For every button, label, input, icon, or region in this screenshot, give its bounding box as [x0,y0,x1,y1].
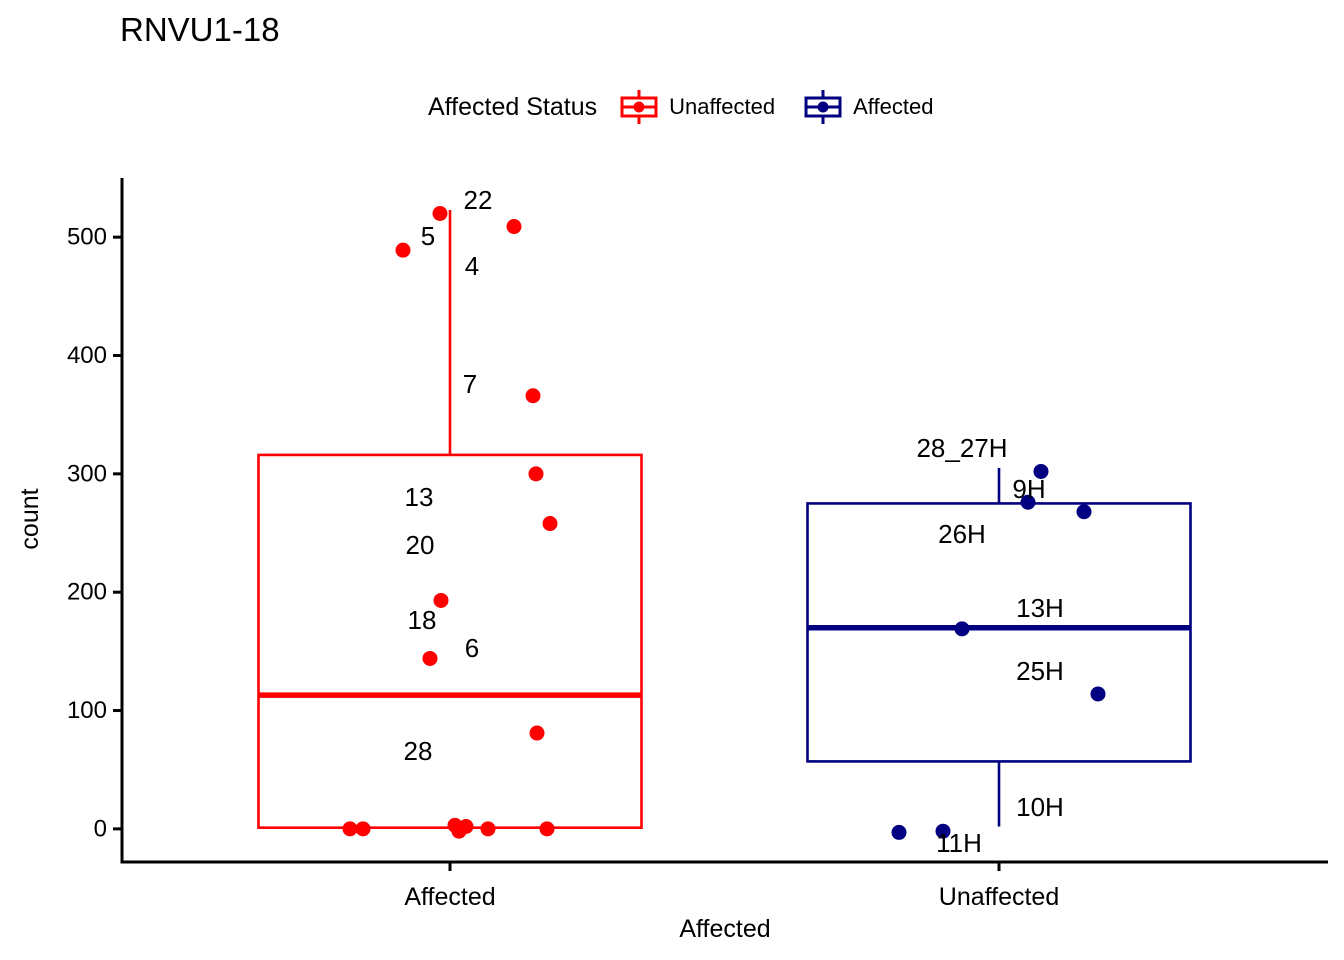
point-label: 13 [405,482,434,512]
point-label: 20 [406,530,435,560]
y-tick-label: 400 [67,342,107,369]
chart-title: RNVU1-18 [120,11,280,48]
point-label: 13H [1016,593,1064,623]
point-label: 5 [421,221,435,251]
y-axis-title: count [16,488,44,549]
data-point [529,725,545,741]
data-point [432,206,448,222]
point-label: 4 [465,251,479,281]
data-point [395,242,411,258]
point-label: 9H [1012,474,1045,504]
legend-label-unaffected: Unaffected [669,94,776,119]
point-label: 25H [1016,656,1064,686]
point-label: 18 [408,605,437,635]
data-point [542,516,558,532]
x-axis-title: Affected [679,915,770,943]
unaffected-legend-key-icon [619,89,659,125]
data-point [1090,686,1106,702]
point-label: 7 [463,369,477,399]
data-point [458,818,474,834]
point-label: 10H [1016,792,1064,822]
data-point [891,824,907,840]
y-tick-label: 100 [67,697,107,724]
affected-legend-key-icon [803,89,843,125]
data-point [1020,494,1036,510]
data-point [528,466,544,482]
data-point [935,823,951,839]
y-tick-label: 0 [94,815,107,842]
x-tick-label: Affected [404,883,495,911]
y-tick-label: 300 [67,460,107,487]
data-point [422,650,438,666]
point-label: 6 [465,633,479,663]
point-label: 22 [464,185,493,215]
box [806,502,1192,763]
data-point [480,821,496,837]
data-point [342,821,358,837]
y-tick-label: 200 [67,579,107,606]
legend-label-affected: Affected [853,94,934,119]
point-label: 28_27H [916,433,1007,463]
data-point [539,821,555,837]
data-point [954,621,970,637]
data-point [525,388,541,404]
point-label: 11H [936,828,982,858]
x-tick-label: Unaffected [939,883,1059,911]
y-tick-label: 500 [67,224,107,251]
point-label: 28 [404,736,433,766]
data-point [355,821,371,837]
data-point [506,219,522,235]
point-label: 26H [938,519,986,549]
box [257,453,643,829]
data-point [1076,504,1092,520]
data-point [1033,463,1049,479]
legend: Affected Status Unaffected Affected [428,86,961,128]
data-point [433,592,449,608]
legend-title: Affected Status [428,92,598,121]
